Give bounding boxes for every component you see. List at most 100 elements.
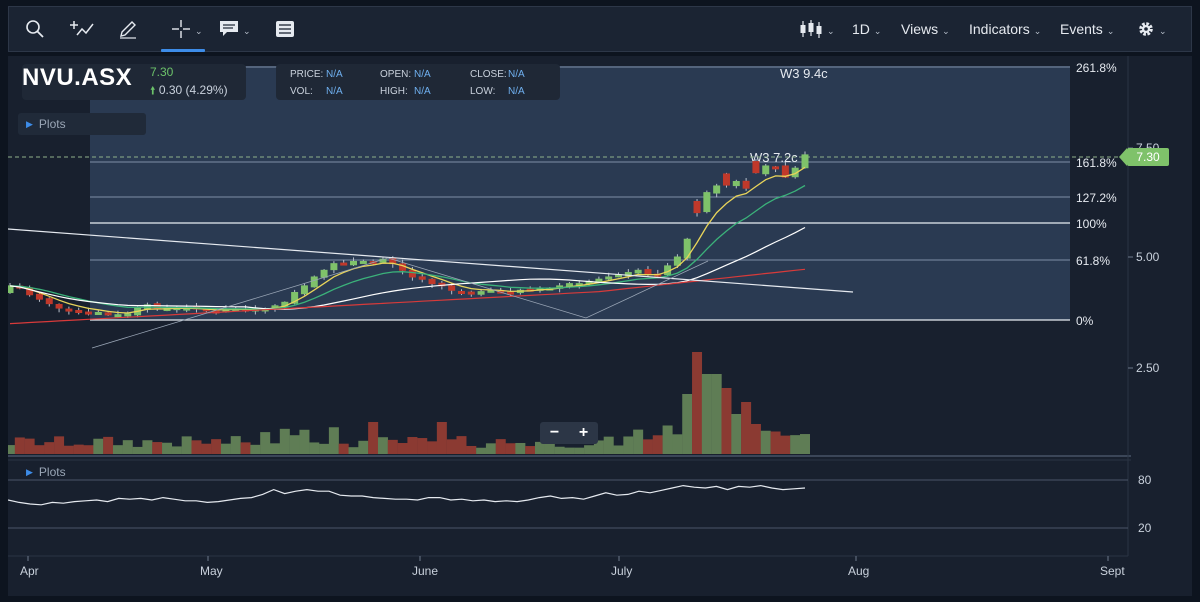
volume-bar [731, 414, 742, 454]
volume-bar [564, 447, 575, 454]
fib-level-label: 100% [1076, 217, 1107, 231]
volume-bar [191, 440, 202, 454]
volume-bar [466, 445, 477, 454]
triangle-right-icon: ▶ [26, 466, 33, 477]
draw-tool-button[interactable] [117, 7, 139, 51]
time-axis-label: Apr [20, 564, 39, 578]
chart-type-button[interactable]: ⌄ [799, 7, 835, 51]
plots-toggle-main[interactable]: ▶ Plots [18, 113, 146, 135]
annotation-button[interactable]: ⌄ [219, 7, 251, 51]
candle [467, 291, 475, 295]
add-indicator-button[interactable] [69, 7, 95, 51]
candle [448, 285, 456, 291]
fibonacci-zone [90, 66, 1070, 320]
low-value: N/A [508, 86, 525, 97]
symbol-ticker: NVU.ASX [22, 64, 133, 91]
candle [693, 201, 701, 214]
candle [507, 291, 515, 295]
candle [742, 180, 750, 189]
plots-toggle-oscillator[interactable]: ▶ Plots [18, 461, 98, 483]
volume-bar [711, 374, 722, 454]
events-label: Events [1060, 21, 1103, 37]
candle [634, 269, 642, 274]
candle [457, 290, 465, 294]
volume-bar [8, 445, 15, 454]
volume-bar [387, 439, 398, 454]
volume-bar [554, 446, 565, 454]
zoom-controls: − + [540, 422, 598, 444]
chart-panel[interactable]: 261.8% 161.8% 127.2% 100% 61.8% 0% W3 9.4c W3 7… [8, 56, 1192, 596]
list-icon [276, 21, 294, 37]
views-dropdown[interactable]: Views ⌄ [901, 7, 950, 51]
search-button[interactable] [25, 7, 45, 51]
volume-bar [122, 440, 133, 454]
price-axis-label: 5.00 [1136, 250, 1160, 264]
candle [732, 181, 740, 187]
symbol-price: 7.30 [150, 65, 174, 79]
osc-axis-label: 20 [1138, 521, 1152, 535]
arrow-up-icon: 🠙 [150, 85, 156, 97]
time-axis-label: July [611, 564, 632, 578]
crosshair-button[interactable]: ⌄ [171, 7, 203, 51]
chevron-down-icon: ⌄ [195, 25, 203, 36]
indicators-dropdown[interactable]: Indicators ⌄ [969, 7, 1041, 51]
volume-bar [162, 442, 173, 454]
volume-bar [338, 443, 349, 454]
volume-bar [309, 442, 320, 454]
candle [350, 260, 358, 266]
volume-bar [348, 447, 359, 454]
volume-bar [14, 437, 25, 454]
triangle-right-icon: ▶ [26, 118, 33, 129]
volume-bar [652, 435, 663, 454]
fib-level-label: 127.2% [1076, 191, 1117, 205]
chevron-down-icon: ⌄ [827, 25, 835, 36]
chevron-down-icon: ⌄ [1106, 25, 1115, 36]
price-value: N/A [326, 69, 343, 80]
volume-bar [574, 447, 585, 454]
volume-bar [525, 446, 536, 454]
volume-bar [692, 352, 703, 454]
plots-label: Plots [38, 117, 66, 131]
volume-bar [220, 443, 231, 454]
volume-bar [721, 388, 732, 454]
volume-bar [476, 447, 487, 454]
news-button[interactable] [275, 7, 295, 51]
candle [772, 166, 780, 170]
symbol-change-value: 0.30 (4.29%) [158, 83, 228, 97]
volume-bar [93, 438, 104, 454]
candle [752, 161, 760, 174]
symbol-change: 🠙 0.30 (4.29%) [150, 82, 228, 101]
volume-bar [800, 434, 810, 454]
volume-bar [152, 442, 163, 454]
active-tool-indicator [161, 49, 205, 52]
interval-dropdown[interactable]: 1D ⌄ [852, 7, 881, 51]
chevron-down-icon: ⌄ [1159, 25, 1167, 36]
candle [762, 165, 770, 175]
zoom-in-button[interactable]: + [578, 424, 589, 441]
volume-bar [279, 428, 290, 454]
candle [781, 165, 789, 178]
indicators-label: Indicators [969, 21, 1030, 37]
high-value: N/A [414, 86, 431, 97]
volume-bar [613, 445, 624, 454]
candle [428, 278, 436, 285]
volume-bar [73, 444, 84, 454]
volume-bar [642, 439, 653, 454]
volume-bar [495, 439, 506, 454]
interval-label: 1D [852, 21, 870, 37]
candle [104, 312, 112, 316]
volume-bar [741, 402, 752, 454]
candle [801, 154, 809, 169]
chart-toolbar: ⌄ ⌄ ⌄ 1D ⌄ Views ⌄ Indicators ⌄ Events ⌄… [8, 6, 1192, 52]
zoom-out-button[interactable]: − [549, 424, 560, 441]
volume-bar [299, 429, 310, 454]
volume-bar [760, 430, 771, 454]
settings-button[interactable]: ⌄ [1137, 7, 1167, 51]
volume-bar [633, 429, 644, 454]
volume-bar [240, 442, 251, 454]
events-dropdown[interactable]: Events ⌄ [1060, 7, 1114, 51]
high-label: HIGH: [380, 86, 408, 97]
price-label: PRICE: [290, 69, 324, 80]
volume-bar [446, 439, 457, 454]
